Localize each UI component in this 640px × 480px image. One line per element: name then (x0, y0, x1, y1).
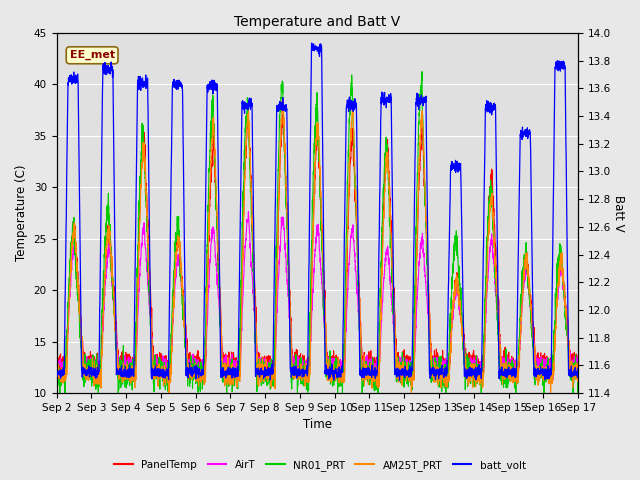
X-axis label: Time: Time (303, 419, 332, 432)
Legend: PanelTemp, AirT, NR01_PRT, AM25T_PRT, batt_volt: PanelTemp, AirT, NR01_PRT, AM25T_PRT, ba… (110, 456, 530, 475)
Text: EE_met: EE_met (70, 50, 115, 60)
Y-axis label: Batt V: Batt V (612, 195, 625, 231)
Title: Temperature and Batt V: Temperature and Batt V (234, 15, 401, 29)
Y-axis label: Temperature (C): Temperature (C) (15, 165, 28, 261)
